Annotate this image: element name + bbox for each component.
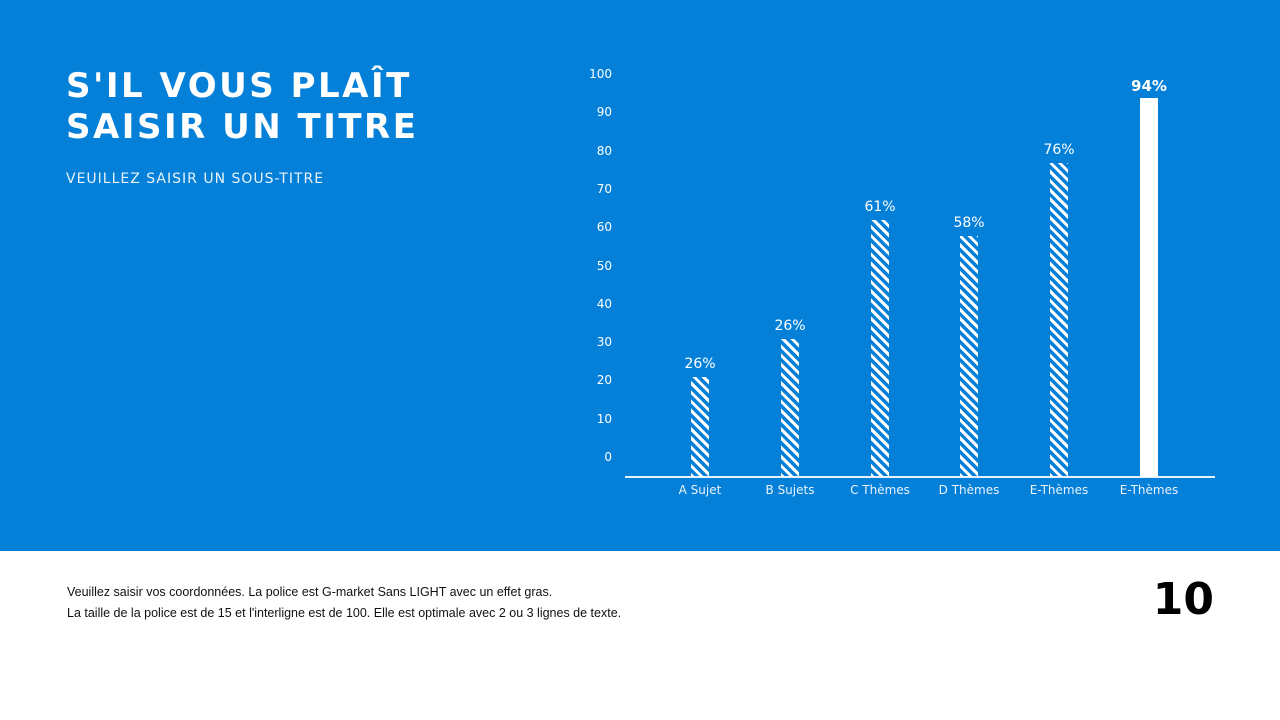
bar-5: [1050, 162, 1068, 477]
bar-value-label: 61%: [864, 199, 896, 216]
title-line-1: S'IL VOUS PLAÎT: [66, 66, 412, 106]
x-category-label: A Sujet: [678, 483, 722, 497]
slide-title: S'IL VOUS PLAÎT SAISIR UN TITRE: [66, 66, 418, 148]
y-tick-label: 90: [596, 105, 612, 120]
footer-line-2: La taille de la police est de 15 et l'in…: [67, 606, 622, 620]
bar-2: [781, 339, 799, 477]
y-tick-label: 20: [596, 373, 612, 388]
hero-panel: S'IL VOUS PLAÎT SAISIR UN TITRE VEUILLEZ…: [0, 0, 1280, 551]
bar-value-label: 26%: [684, 356, 716, 373]
y-tick-label: 10: [596, 411, 612, 426]
bar-6: [1140, 97, 1158, 477]
bar-4: [960, 235, 978, 477]
x-category-label: E-Thèmes: [1029, 483, 1089, 497]
y-tick-label: 100: [589, 67, 612, 81]
bar-1: [691, 377, 709, 477]
bar-3: [871, 220, 889, 477]
y-tick-label: 70: [596, 181, 612, 196]
y-tick-label: 60: [596, 220, 612, 235]
y-tick-label: 80: [596, 143, 612, 158]
x-category-label: B Sujets: [765, 483, 815, 497]
bar-value-label: 76%: [1043, 141, 1075, 158]
footer-line-1: Veuillez saisir vos coordonnées. La poli…: [67, 585, 553, 599]
bar-chart: 100 90 80 70 60 50 40 30 20 10 0 26% A Sujet 26% B Suj…: [589, 67, 1215, 497]
x-category-label: E-Thèmes: [1119, 483, 1179, 497]
y-tick-label: 50: [596, 258, 612, 273]
bar-value-label: 58%: [953, 214, 985, 231]
footer-text: Veuillez saisir vos coordonnées. La poli…: [67, 582, 621, 624]
bar-value-label: 94%: [1131, 76, 1167, 95]
y-tick-label: 0: [604, 450, 612, 464]
page-number: 10: [1152, 574, 1214, 625]
y-tick-label: 30: [596, 335, 612, 350]
y-tick-label: 40: [596, 296, 612, 311]
bar-value-label: 26%: [774, 318, 806, 335]
slide-subtitle: VEUILLEZ SAISIR UN SOUS-TITRE: [66, 171, 325, 187]
x-category-label: C Thèmes: [850, 483, 910, 497]
title-line-2: SAISIR UN TITRE: [66, 107, 419, 147]
x-category-label: D Thèmes: [938, 483, 1000, 497]
x-axis-line: [625, 476, 1215, 478]
